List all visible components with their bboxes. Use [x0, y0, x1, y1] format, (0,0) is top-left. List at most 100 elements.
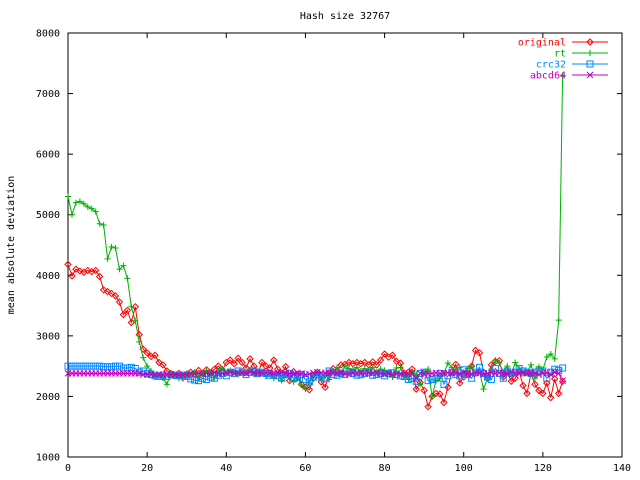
- legend-label-rt: rt: [554, 49, 566, 60]
- series-rt: [65, 72, 566, 400]
- data-point-original: [428, 392, 436, 401]
- data-point-abcd64: [226, 368, 234, 376]
- data-point-rt: [543, 354, 550, 361]
- data-point-rt: [496, 360, 503, 367]
- data-point-rt: [76, 198, 83, 205]
- data-point-original: [91, 266, 100, 275]
- data-point-crc32: [131, 365, 139, 373]
- data-point-rt: [342, 363, 348, 370]
- data-point-original: [388, 351, 397, 359]
- data-point-original: [76, 267, 84, 275]
- data-point-abcd64: [555, 370, 563, 377]
- data-point-crc32: [187, 375, 195, 383]
- data-point-crc32: [199, 374, 207, 382]
- legend-marker-original: [586, 38, 594, 46]
- data-point-crc32: [404, 375, 412, 383]
- data-point-crc32: [115, 362, 123, 370]
- data-point-original: [531, 380, 539, 389]
- data-point-rt: [535, 363, 542, 370]
- data-point-rt: [80, 200, 87, 207]
- data-point-rt: [132, 317, 139, 324]
- plot-border: [67, 32, 623, 458]
- data-point-rt: [531, 375, 538, 382]
- data-point-rt: [104, 255, 111, 262]
- legend-item-original: original: [518, 38, 608, 49]
- data-point-crc32: [195, 377, 203, 385]
- data-point-crc32: [84, 362, 92, 370]
- data-point-crc32: [317, 373, 325, 381]
- data-point-rt: [116, 266, 123, 273]
- data-point-original: [88, 267, 96, 276]
- legend-label-crc32: crc32: [536, 60, 566, 71]
- data-point-rt: [555, 317, 562, 324]
- data-point-crc32: [301, 375, 309, 383]
- data-point-rt: [488, 366, 495, 373]
- data-point-original: [246, 355, 254, 363]
- x-tick-label: 120: [534, 463, 552, 474]
- data-point-crc32: [76, 362, 84, 370]
- data-point-rt: [84, 203, 91, 210]
- y-tick-label: 7000: [36, 89, 60, 100]
- data-point-original: [511, 374, 519, 382]
- data-point-rt: [353, 364, 360, 371]
- data-point-crc32: [72, 362, 80, 370]
- data-point-crc32: [543, 374, 551, 382]
- data-point-rt: [456, 364, 463, 371]
- data-point-original: [68, 272, 76, 280]
- data-point-crc32: [396, 372, 404, 380]
- data-point-crc32: [214, 371, 222, 379]
- data-point-original: [107, 289, 116, 298]
- data-point-original: [95, 272, 104, 281]
- data-point-crc32: [353, 371, 361, 379]
- data-point-crc32: [203, 375, 210, 383]
- data-point-original: [376, 356, 385, 364]
- data-point-crc32: [183, 372, 191, 380]
- data-point-crc32: [270, 371, 278, 379]
- data-point-crc32: [104, 363, 112, 371]
- data-point-rt: [334, 364, 341, 371]
- data-point-rt: [345, 365, 352, 372]
- data-point-original: [250, 362, 258, 370]
- data-point-original: [143, 349, 151, 357]
- data-point-rt: [65, 193, 71, 200]
- data-point-original: [357, 360, 365, 368]
- y-axis-title: mean absolute deviation: [6, 176, 17, 314]
- data-point-crc32: [191, 376, 199, 384]
- data-point-original: [103, 287, 112, 296]
- data-point-original: [349, 360, 357, 368]
- axes: 1000 2000 3000 4000 5000 6000 7000 8000 0 20 40 60 8…: [36, 29, 631, 475]
- data-point-rt: [187, 371, 194, 378]
- data-point-rt: [140, 354, 147, 361]
- x-tick-label: 40: [220, 463, 232, 474]
- data-point-original: [558, 377, 567, 385]
- legend-item-crc32: crc32: [536, 60, 608, 71]
- data-point-crc32: [108, 363, 116, 371]
- data-point-rt: [68, 211, 75, 218]
- data-point-original: [444, 383, 452, 392]
- data-point-abcd64: [507, 368, 515, 376]
- data-point-rt: [148, 367, 155, 374]
- data-point-rt: [377, 366, 384, 373]
- data-point-crc32: [68, 362, 76, 370]
- data-point-original: [543, 379, 551, 387]
- x-tick-label: 60: [299, 463, 311, 474]
- data-point-crc32: [499, 374, 507, 382]
- data-point-abcd64: [306, 370, 313, 378]
- data-point-rt: [128, 303, 135, 310]
- data-point-crc32: [305, 378, 313, 386]
- data-point-original: [424, 403, 432, 411]
- data-point-original: [345, 358, 353, 367]
- data-point-original: [380, 350, 389, 358]
- data-point-crc32: [155, 372, 163, 380]
- data-point-original: [281, 363, 290, 371]
- data-point-rt: [464, 365, 471, 372]
- data-point-rt: [547, 351, 554, 358]
- legend-label-original: original: [518, 38, 566, 49]
- series-line-original: [67, 264, 564, 409]
- data-point-abcd64: [242, 370, 250, 377]
- data-point-abcd64: [290, 370, 297, 378]
- data-point-rt: [527, 361, 534, 368]
- data-point-original: [84, 266, 92, 275]
